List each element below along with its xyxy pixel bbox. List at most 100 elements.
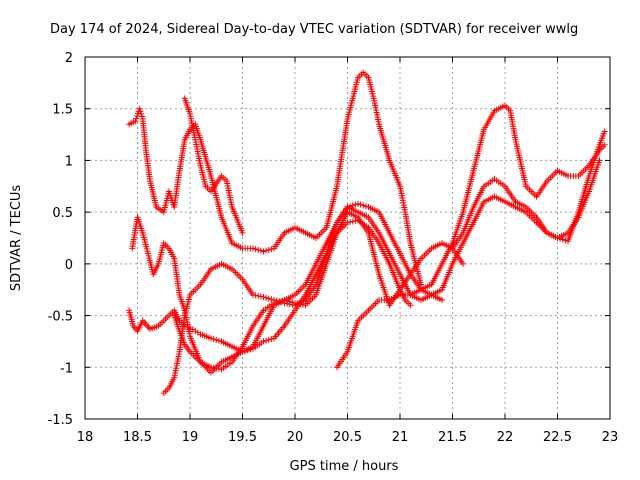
data-point — [344, 201, 359, 210]
data-point — [418, 282, 433, 293]
data-point — [250, 309, 266, 329]
data-point — [601, 141, 608, 148]
data-point — [544, 169, 559, 185]
data-point — [218, 338, 233, 349]
data-point — [160, 386, 171, 397]
series-arc-g — [334, 102, 608, 371]
series-arc-f — [181, 95, 246, 236]
data-point — [596, 130, 607, 148]
data-point — [192, 328, 201, 336]
x-tick-label: 21 — [392, 430, 409, 445]
data-point — [302, 293, 318, 309]
data-point — [439, 297, 445, 304]
data-point — [176, 138, 188, 174]
data-point — [355, 71, 365, 81]
data-point — [386, 292, 401, 304]
data-point — [565, 211, 581, 245]
data-point — [344, 319, 361, 355]
data-point — [218, 354, 233, 366]
data-point — [281, 225, 296, 236]
data-point — [512, 203, 527, 215]
data-point — [449, 211, 466, 247]
data-point — [313, 263, 329, 298]
data-point — [512, 198, 527, 209]
data-point — [126, 119, 137, 128]
data-point — [344, 217, 359, 226]
data-point — [323, 185, 340, 231]
data-point — [260, 301, 275, 314]
data-point — [208, 364, 222, 372]
data-point — [460, 221, 476, 247]
x-tick-label: 20.5 — [333, 430, 362, 445]
data-point — [460, 169, 476, 216]
data-point — [407, 271, 423, 291]
data-point — [523, 209, 538, 224]
data-point — [197, 267, 213, 288]
data-point — [229, 240, 244, 251]
data-point — [502, 183, 518, 203]
data-point — [334, 350, 350, 371]
data-point — [491, 193, 506, 204]
data-point — [302, 283, 318, 304]
x-tick-label: 23 — [602, 430, 619, 445]
data-point — [150, 262, 161, 278]
data-point — [192, 283, 202, 293]
data-point — [376, 121, 392, 162]
data-point — [491, 103, 506, 114]
y-tick-label: 0 — [65, 258, 73, 273]
x-tick-label: 19.5 — [228, 430, 257, 445]
data-point — [239, 344, 254, 355]
data-point — [313, 242, 329, 267]
data-point — [176, 314, 188, 355]
data-point — [439, 263, 455, 293]
y-tick-label: 2 — [65, 51, 73, 66]
grid — [85, 57, 610, 419]
data-point — [302, 262, 318, 288]
data-point — [281, 309, 297, 329]
data-point — [271, 231, 287, 252]
data-point — [386, 260, 403, 291]
data-point — [449, 242, 465, 267]
data-point — [223, 178, 235, 208]
data-point — [208, 261, 223, 273]
data-point — [439, 242, 455, 267]
data-point — [171, 312, 182, 332]
data-point — [187, 110, 198, 141]
data-point — [334, 211, 350, 236]
data-point — [229, 345, 245, 366]
data-point — [586, 159, 602, 195]
data-point — [147, 178, 159, 208]
data-point — [407, 302, 414, 309]
data-point — [481, 177, 496, 190]
data-point — [181, 294, 193, 319]
data-point — [334, 205, 350, 226]
data-point — [139, 317, 152, 331]
axis-ticks: 18 18.5 19 19.5 20 20.5 21 21.5 22 22.5 23-1.5-1-0… — [48, 51, 619, 445]
data-point — [523, 183, 538, 198]
data-point — [197, 359, 212, 370]
data-point — [229, 266, 244, 281]
y-tick-label: -1 — [60, 361, 73, 376]
data-point — [428, 262, 444, 288]
y-tick-label: -0.5 — [48, 310, 73, 325]
x-tick-label: 22 — [497, 430, 514, 445]
data-point — [218, 214, 235, 245]
data-point — [126, 307, 136, 327]
data-point — [523, 203, 538, 219]
data-point — [292, 283, 307, 298]
data-point — [187, 288, 197, 298]
data-point — [239, 276, 255, 296]
data-point — [197, 162, 209, 187]
data-point — [181, 128, 192, 143]
data-point — [601, 128, 608, 135]
data-point — [197, 331, 212, 341]
data-point — [208, 174, 224, 195]
chart-title: Day 174 of 2024, Sidereal Day-to-day VTE… — [50, 22, 578, 37]
data-point — [323, 232, 340, 267]
data-point — [171, 255, 183, 296]
data-point — [402, 297, 412, 307]
data-point — [397, 250, 413, 276]
data-point — [428, 241, 443, 252]
data-point — [292, 298, 307, 309]
data-point — [481, 194, 496, 205]
